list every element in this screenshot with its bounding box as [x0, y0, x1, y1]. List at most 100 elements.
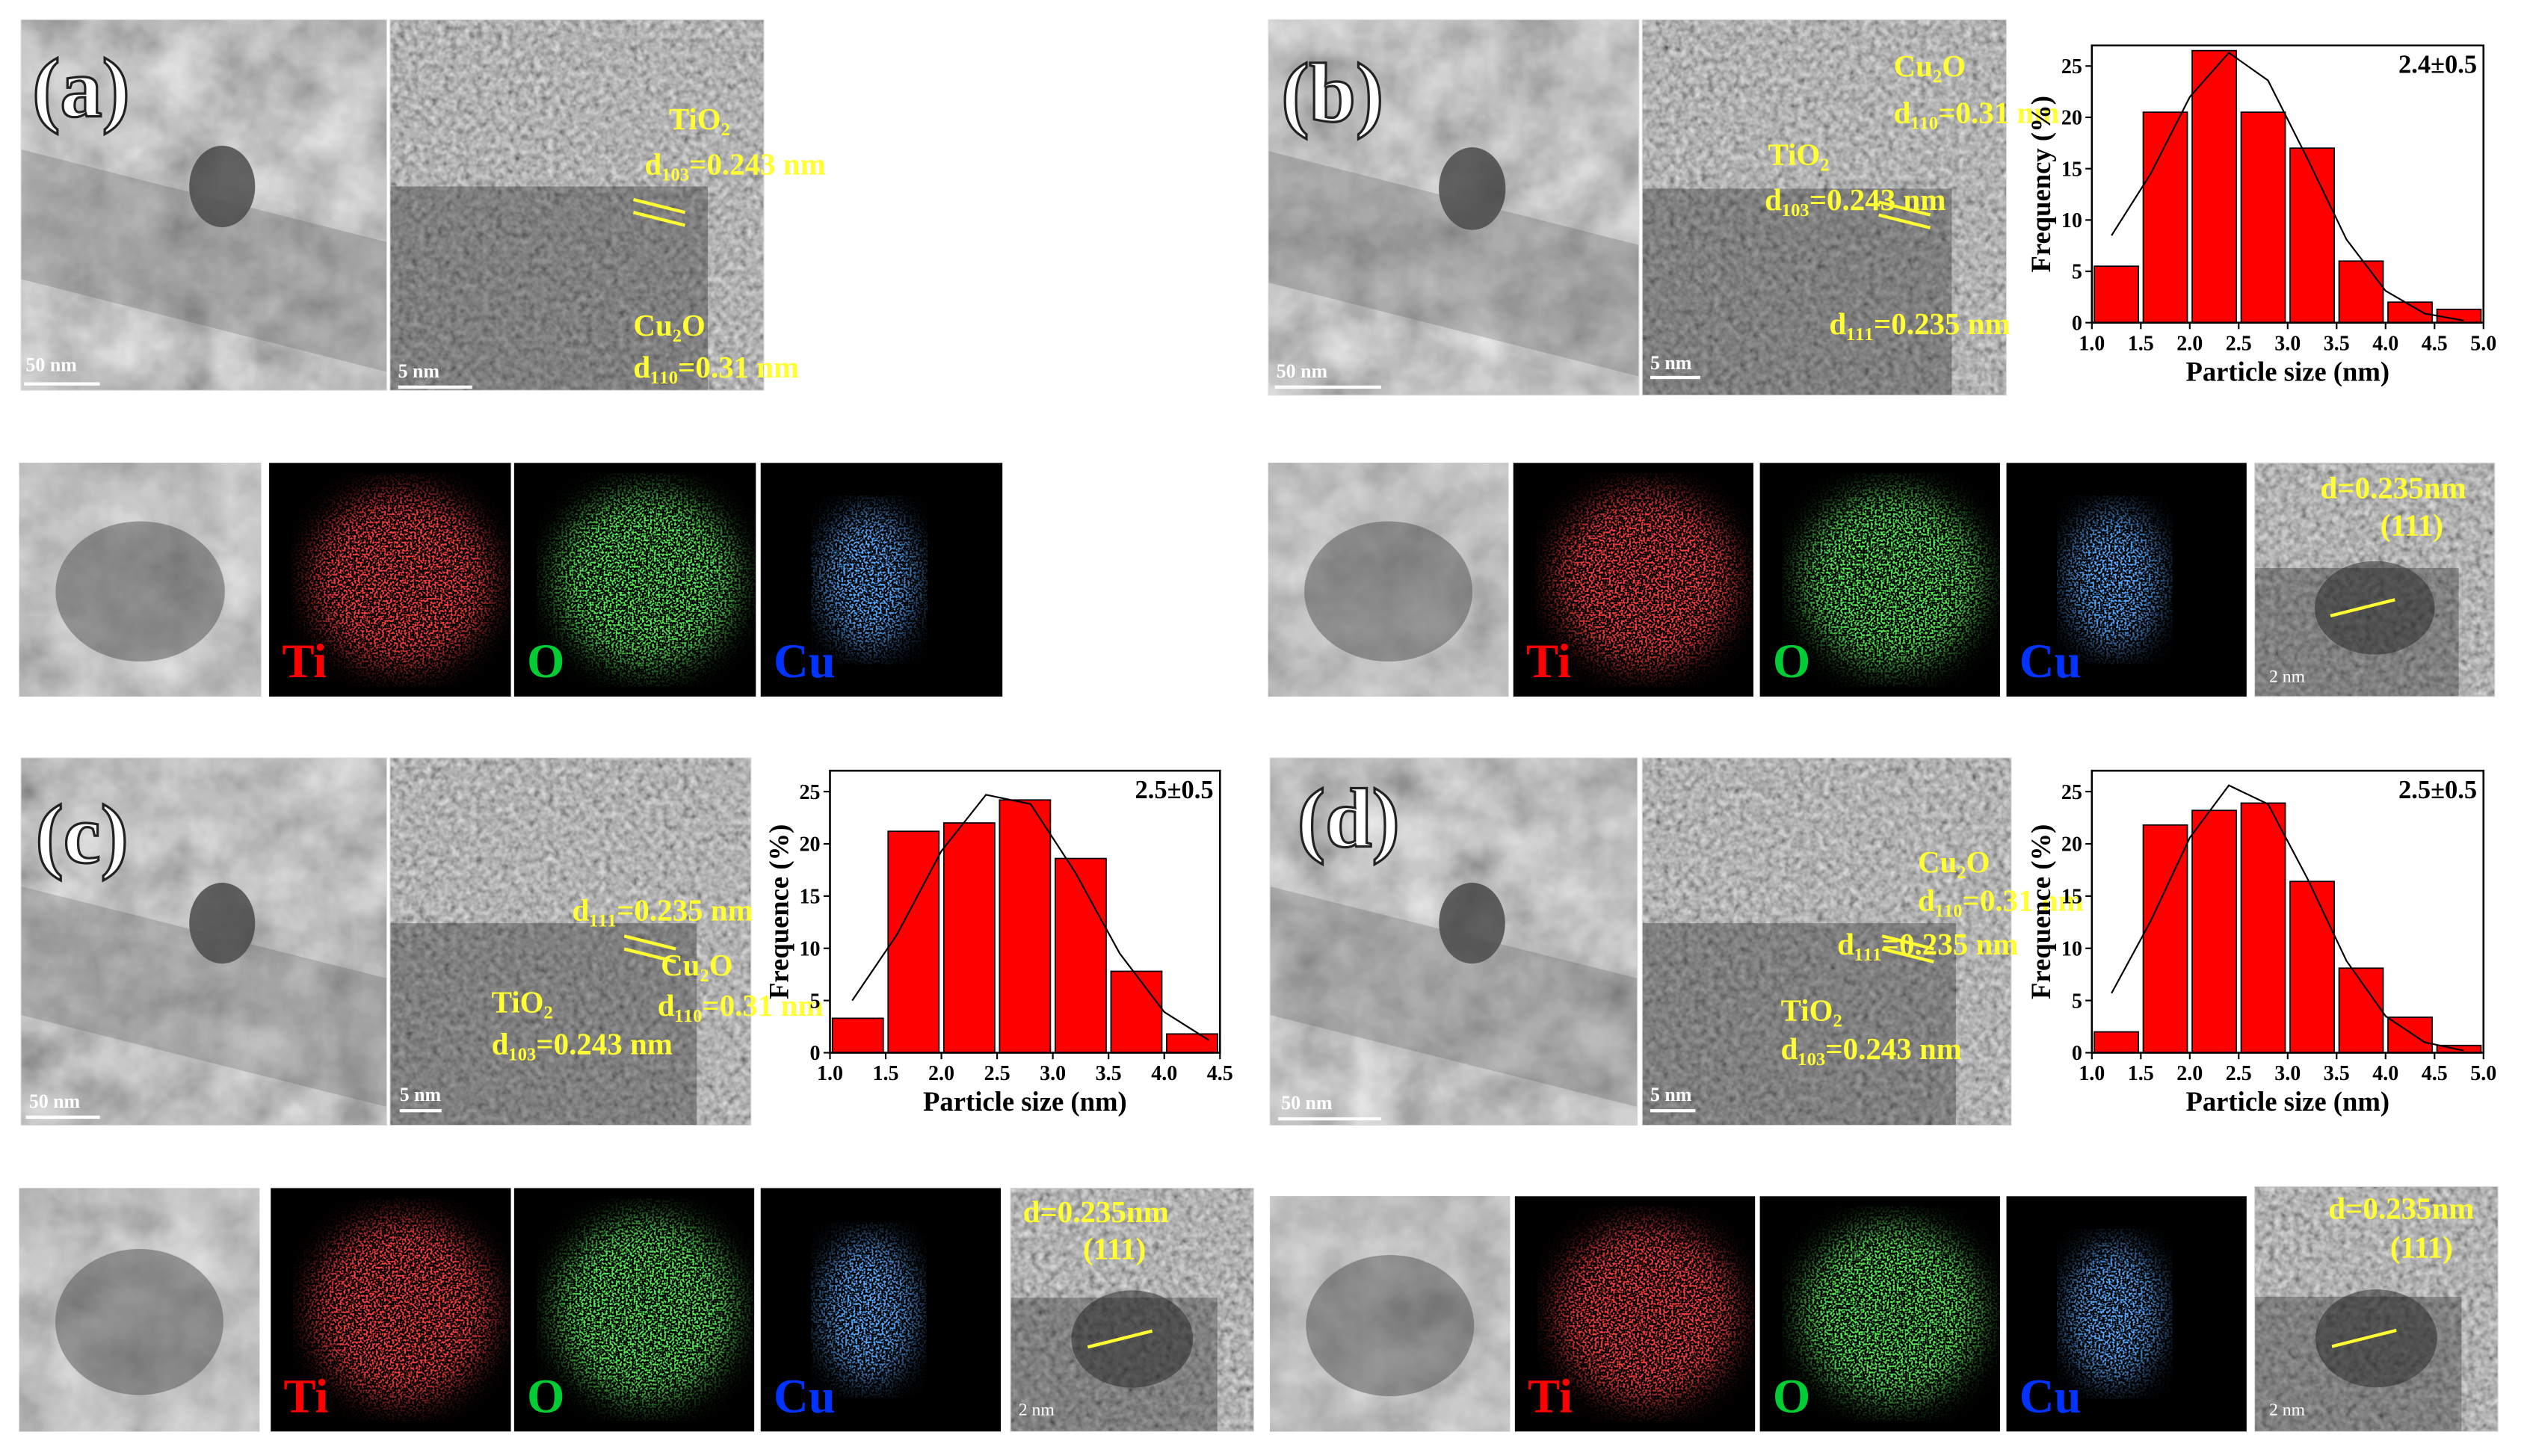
micrograph: [1641, 19, 2008, 396]
particle-shadow: [1304, 521, 1473, 662]
bar: [1110, 970, 1163, 1054]
lattice-annotation: TiO₂: [1768, 137, 1829, 171]
lattice-annotation: d₁₀₃=0.243 nm: [492, 1027, 673, 1061]
image-texture: [1642, 757, 2011, 1126]
inset-plane: (111): [1083, 1231, 1146, 1265]
fringe-marker: [623, 947, 676, 963]
element-label: Cu: [774, 1369, 836, 1422]
element-label: O: [1773, 1369, 1810, 1422]
element-label: Cu: [2020, 634, 2082, 688]
x-tick-label: 2.0: [2176, 1062, 2203, 1085]
element-signal: [760, 463, 1003, 697]
x-tick-label: 4.5: [2422, 1062, 2448, 1085]
fit-curve: [2111, 52, 2464, 321]
micrograph: [20, 19, 388, 391]
element-signal: [1513, 463, 1753, 697]
element-label: Ti: [282, 634, 327, 688]
image-border: [1641, 757, 2012, 1126]
x-tick-label: 5.0: [2470, 1062, 2496, 1085]
fringe-marker: [1878, 213, 1931, 229]
element-label: O: [527, 634, 564, 688]
x-tick-label: 1.5: [872, 1062, 898, 1085]
fringe-marker: [1881, 947, 1934, 963]
lattice-annotation: d₁₁₀=0.31 nm: [1894, 95, 2060, 129]
plot-frame: [829, 769, 1221, 1054]
fit-annotation: 2.5±0.5: [2398, 776, 2477, 804]
y-tick-label: 5: [810, 990, 821, 1013]
y-tick-label: 15: [800, 886, 821, 909]
y-tick-label: 10: [800, 937, 821, 960]
particle-shadow: [1306, 1255, 1475, 1396]
nanotube: [21, 886, 387, 1107]
y-axis-label: Frequence (%): [763, 824, 794, 999]
eds-map: [1268, 463, 1509, 697]
element-label: Ti: [1526, 634, 1571, 688]
y-tick-label: 10: [2061, 209, 2082, 232]
nanoparticle: [189, 883, 256, 964]
element-signal: [2006, 1196, 2247, 1432]
x-tick-label: 4.0: [2372, 332, 2398, 355]
eds-map: [1513, 463, 1753, 697]
y-tick-label: 15: [2061, 886, 2082, 909]
scale-bar-label: 50 nm: [29, 1091, 81, 1112]
fit-curve: [851, 794, 1209, 1041]
fringe-marker: [1881, 934, 1934, 951]
scale-bar-label: 50 nm: [1281, 1092, 1333, 1114]
eds-map: [19, 1188, 260, 1432]
element-signal: [269, 463, 511, 697]
lattice-annotation: d₁₀₃=0.243 nm: [1781, 1031, 1962, 1066]
bar: [2436, 308, 2482, 324]
micrograph: [1269, 757, 1638, 1126]
fringe-marker: [632, 197, 686, 215]
x-tick-label: 4.0: [1151, 1062, 1177, 1085]
micrograph: [389, 757, 752, 1126]
image-border: [20, 757, 388, 1126]
eds-map: [760, 463, 1003, 697]
fit-annotation: 2.5±0.5: [1135, 776, 1213, 804]
y-tick-label: 20: [2061, 833, 2082, 857]
x-tick-label: 3.0: [2274, 1062, 2301, 1085]
y-tick-label: 5: [2072, 261, 2082, 284]
micrograph: [1268, 19, 1640, 396]
bar: [1055, 857, 1107, 1054]
x-tick-label: 3.5: [2324, 332, 2350, 355]
dark-region: [389, 923, 697, 1126]
x-tick-label: 3.0: [2274, 332, 2301, 355]
bar: [2240, 111, 2286, 324]
inset-plane: (111): [2390, 1230, 2453, 1264]
dark-region: [1642, 188, 1952, 395]
y-tick-label: 25: [2061, 55, 2082, 78]
fringe-marker: [2330, 598, 2395, 618]
nanoparticle: [189, 145, 256, 228]
lattice-annotation: d₁₁₀=0.31 nm: [1918, 883, 2084, 918]
image-texture: [1270, 1196, 1511, 1432]
x-tick-label: 2.5: [984, 1062, 1011, 1085]
x-tick-label: 4.5: [2422, 332, 2448, 355]
lattice-annotation: d₁₁₁=0.235 nm: [572, 893, 753, 928]
element-signal: [271, 1188, 511, 1432]
dot: [1071, 1290, 1194, 1388]
bar: [1166, 1033, 1218, 1054]
element-label: Cu: [2020, 1369, 2082, 1422]
lattice-annotation: TiO₂: [492, 985, 553, 1019]
nanotube: [1268, 151, 1639, 377]
bar: [2338, 260, 2384, 324]
image-texture: [1268, 463, 1509, 697]
eds-map: [1270, 1196, 1511, 1432]
x-tick-label: 1.0: [2079, 1062, 2105, 1085]
y-axis-label: Frequence (%): [2025, 824, 2056, 999]
inset-spacing: d=0.235nm: [2320, 471, 2466, 505]
scale-bar-label: 50 nm: [1277, 360, 1328, 382]
dot: [2314, 561, 2435, 655]
x-tick-label: 1.0: [2079, 332, 2105, 355]
image-border: [1010, 1188, 1255, 1432]
eds-map: [513, 1188, 755, 1432]
element-label: Ti: [284, 1369, 329, 1422]
eds-map: [1759, 1196, 2000, 1432]
x-tick-label: 5.0: [2470, 332, 2496, 355]
inset-spacing: d=0.235nm: [1023, 1194, 1169, 1229]
lattice-annotation: TiO₂: [1781, 993, 1842, 1027]
panel-label: (a): [32, 43, 130, 135]
micrograph: [1641, 757, 2012, 1126]
x-axis-label: Particle size (nm): [923, 1086, 1127, 1117]
